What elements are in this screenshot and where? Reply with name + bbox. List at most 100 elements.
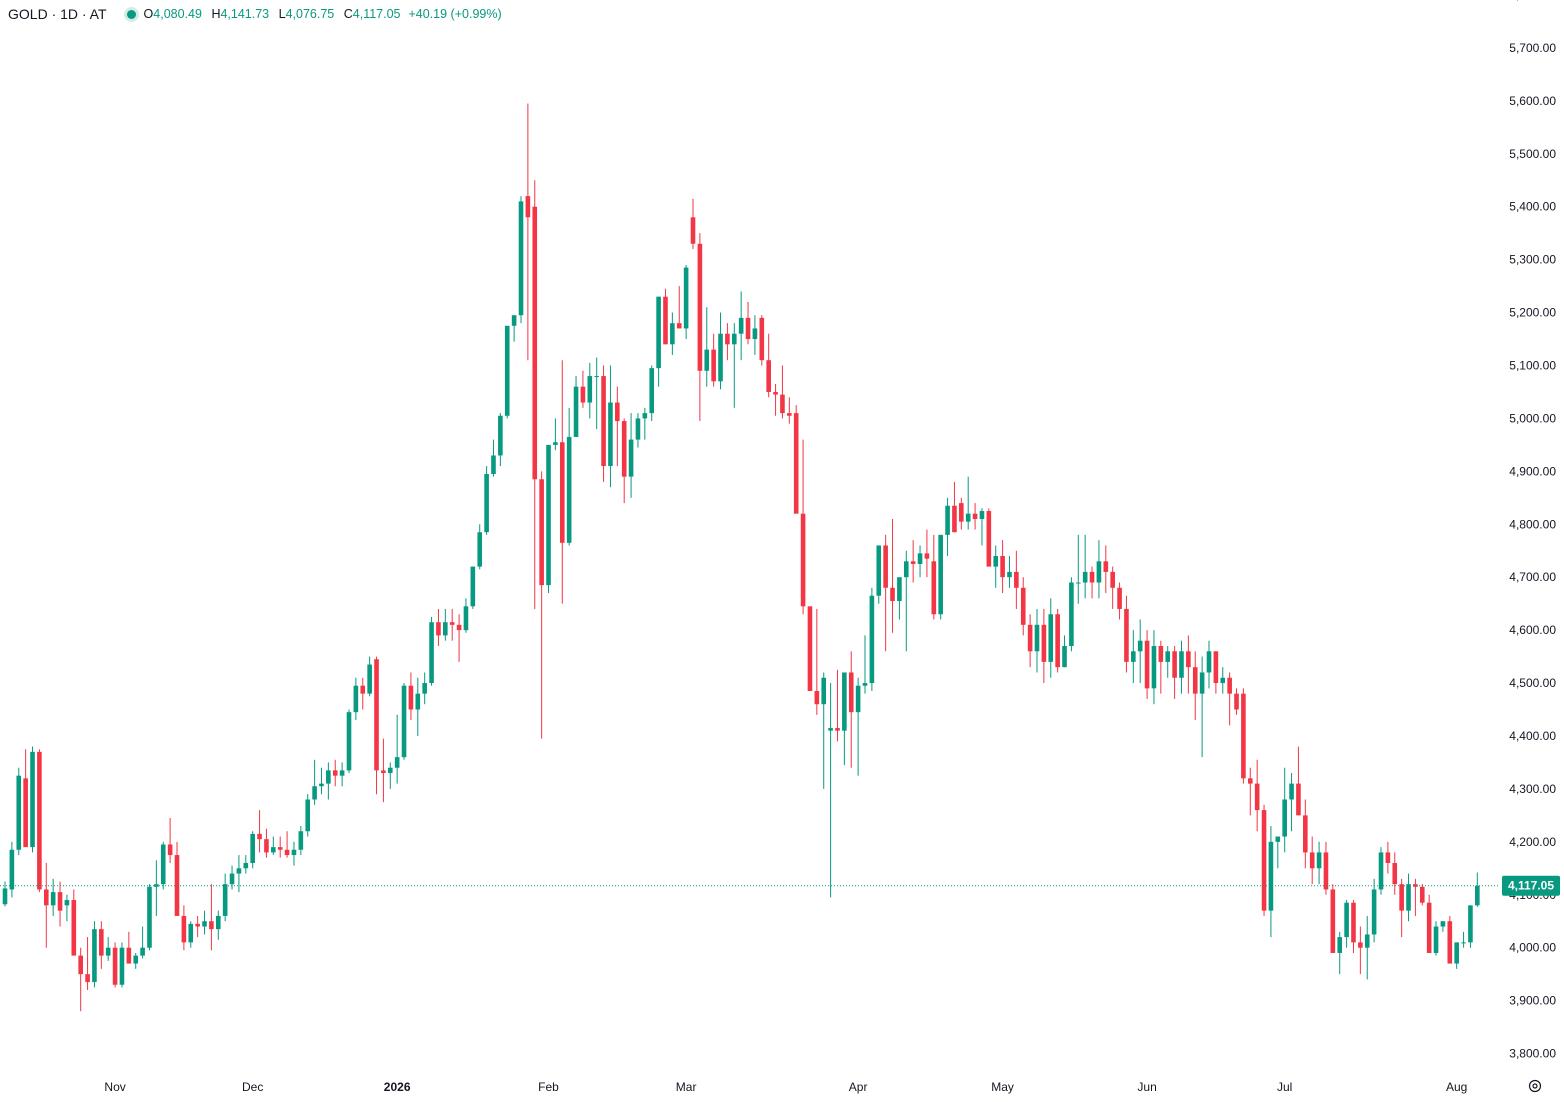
candle	[1192, 651, 1198, 721]
candle	[346, 709, 352, 774]
candle-body	[1213, 651, 1219, 684]
candle-body	[1055, 614, 1060, 668]
candle	[608, 365, 613, 488]
candle	[401, 683, 407, 760]
candle-body	[181, 915, 187, 943]
candle-body	[718, 333, 723, 382]
candle	[236, 855, 242, 893]
candle-body	[498, 415, 503, 456]
candle-body	[1289, 783, 1294, 800]
candle	[1419, 884, 1425, 906]
candle	[498, 413, 503, 467]
candle-body	[656, 296, 661, 369]
candle	[1413, 878, 1418, 916]
candle	[257, 810, 262, 853]
candle-body	[1034, 624, 1040, 652]
candle-body	[1117, 587, 1122, 609]
candle-body	[57, 892, 63, 911]
candle-body	[890, 587, 895, 602]
candle	[835, 669, 840, 742]
candle	[697, 233, 703, 422]
candle	[553, 418, 558, 451]
gear-icon[interactable]	[1527, 1078, 1543, 1094]
price-tick-label: 5,700.00	[1509, 41, 1556, 55]
candle	[387, 762, 393, 789]
candle-body	[546, 444, 551, 586]
candle-body	[1447, 921, 1453, 964]
candle-body	[1062, 646, 1067, 668]
candle-body	[1172, 651, 1177, 678]
time-axis[interactable]: Nov Dec 2026 Feb Mar Apr May Jun Jul Aug	[104, 1080, 1467, 1094]
candle	[793, 405, 799, 514]
candle-body	[835, 728, 840, 731]
candle-body	[1165, 651, 1171, 662]
candle-body	[670, 323, 675, 345]
candle	[587, 362, 593, 419]
candle	[367, 656, 372, 697]
candle	[1062, 635, 1067, 668]
candle-body	[883, 545, 888, 588]
candle-body	[1254, 783, 1260, 811]
candle-body	[353, 685, 359, 713]
candle-body	[1000, 556, 1005, 578]
candle	[1055, 608, 1060, 673]
candle	[140, 926, 145, 959]
candle	[1144, 630, 1150, 699]
candle	[463, 598, 469, 633]
candle	[676, 286, 682, 329]
time-tick-label: Mar	[676, 1080, 697, 1094]
candle	[2, 881, 8, 907]
candle	[284, 831, 290, 858]
candle	[50, 878, 56, 916]
candle-body	[945, 505, 950, 535]
candle-body	[229, 873, 235, 885]
candle	[229, 865, 235, 890]
candle-body	[924, 553, 930, 559]
close-label: C	[343, 7, 353, 21]
candle-body	[367, 664, 372, 694]
candle	[422, 672, 427, 705]
candle-body	[16, 775, 22, 850]
candle-body	[346, 712, 352, 771]
candle	[112, 942, 118, 988]
candle	[1433, 921, 1439, 956]
candle-body	[1475, 885, 1480, 906]
candle-body	[903, 561, 909, 578]
price-tick-label: 4,500.00	[1509, 676, 1556, 690]
candle	[202, 910, 207, 935]
candle-body	[642, 413, 648, 419]
candle-body	[931, 561, 937, 615]
candle-body	[408, 685, 414, 710]
candle-body	[814, 690, 820, 705]
candle	[1475, 872, 1480, 907]
candle	[415, 677, 421, 736]
candle-body	[683, 267, 689, 329]
candle-body	[1027, 624, 1033, 652]
candle	[1069, 577, 1074, 652]
candle	[160, 841, 166, 890]
candle	[917, 545, 923, 578]
candle-body	[1069, 582, 1074, 646]
candle-body	[580, 386, 586, 403]
candle-body	[133, 955, 139, 964]
symbol-title[interactable]: GOLD · 1D · AT	[8, 6, 107, 22]
price-axis[interactable]: 3,800.003,900.004,000.004,100.004,200.00…	[1509, 0, 1556, 1061]
candle	[222, 873, 228, 922]
candle-body	[910, 561, 916, 564]
candle-body	[1364, 934, 1370, 948]
candle	[938, 534, 943, 620]
candle	[85, 937, 90, 991]
candle	[1179, 640, 1184, 694]
candle-body	[387, 767, 393, 774]
candle-body	[222, 884, 228, 916]
candle	[181, 905, 187, 951]
candle-body	[1358, 942, 1363, 948]
time-tick-label: 2026	[384, 1080, 411, 1094]
candle-body	[1179, 651, 1184, 678]
candle-body	[312, 786, 317, 800]
candle-body	[745, 317, 751, 340]
candle	[57, 881, 63, 927]
candle	[30, 746, 35, 853]
candle-body	[1192, 667, 1198, 694]
